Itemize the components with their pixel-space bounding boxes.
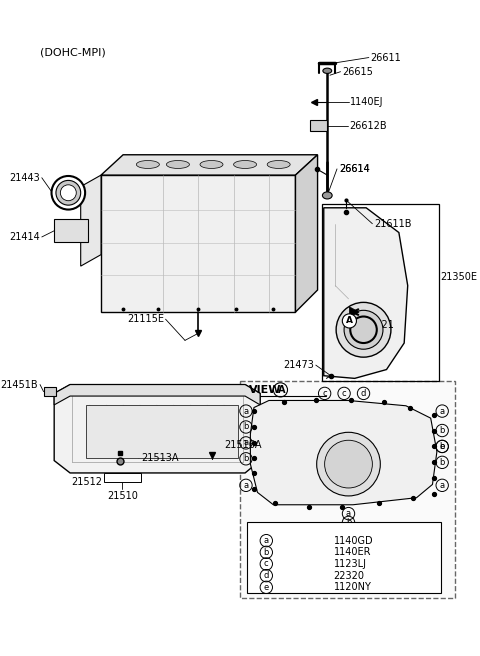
Ellipse shape [336, 302, 391, 357]
Text: b: b [440, 458, 445, 467]
Text: a: a [440, 481, 445, 490]
Text: c: c [264, 560, 269, 569]
Text: b: b [440, 426, 445, 435]
Text: (DOHC-MPI): (DOHC-MPI) [40, 47, 106, 57]
Text: 1120NY: 1120NY [334, 583, 372, 592]
Text: c: c [342, 389, 347, 398]
Bar [322, 204, 439, 381]
Ellipse shape [323, 68, 332, 73]
Ellipse shape [51, 176, 85, 209]
Bar [247, 522, 441, 593]
Text: c: c [323, 389, 327, 398]
Text: 21451B: 21451B [0, 380, 38, 390]
Polygon shape [101, 155, 318, 175]
Text: SYMBOL: SYMBOL [266, 523, 307, 533]
Ellipse shape [136, 161, 159, 169]
Text: a: a [243, 407, 249, 416]
Text: A: A [278, 385, 285, 395]
Text: a: a [264, 536, 269, 545]
Ellipse shape [267, 161, 290, 169]
Text: 26612B: 26612B [349, 121, 387, 131]
Ellipse shape [324, 440, 372, 488]
Polygon shape [324, 208, 408, 379]
Text: 21510: 21510 [107, 491, 138, 501]
Text: 21421: 21421 [363, 320, 395, 331]
Text: 21115E: 21115E [127, 314, 164, 324]
Polygon shape [349, 307, 359, 318]
Text: e: e [264, 583, 269, 592]
Text: 21443: 21443 [9, 173, 40, 183]
Polygon shape [296, 155, 318, 312]
Text: 22320: 22320 [334, 571, 364, 581]
Ellipse shape [60, 185, 76, 201]
Text: 1140ER: 1140ER [334, 547, 371, 558]
Text: a: a [346, 509, 351, 518]
Text: e: e [440, 442, 445, 451]
Text: b: b [264, 548, 269, 557]
Text: A: A [346, 316, 353, 325]
Ellipse shape [323, 192, 332, 199]
Bar [54, 219, 88, 242]
Ellipse shape [234, 161, 257, 169]
Text: 21414: 21414 [9, 232, 40, 242]
Text: a: a [440, 407, 445, 416]
Text: 21513A: 21513A [141, 453, 178, 463]
Ellipse shape [200, 161, 223, 169]
Polygon shape [86, 405, 238, 458]
Ellipse shape [56, 180, 81, 205]
Bar [311, 120, 327, 131]
Bar [104, 473, 141, 482]
Text: 1140GD: 1140GD [334, 536, 373, 546]
Text: a: a [243, 481, 249, 490]
Text: 1140EJ: 1140EJ [350, 96, 384, 107]
Text: 21350E: 21350E [441, 272, 478, 281]
Text: b: b [440, 442, 445, 451]
Text: d: d [264, 571, 269, 580]
Ellipse shape [344, 310, 383, 349]
Text: b: b [243, 455, 249, 463]
Text: 26611: 26611 [371, 52, 401, 62]
Text: b: b [346, 518, 351, 527]
Text: d: d [361, 389, 366, 398]
Text: a: a [243, 438, 249, 447]
Ellipse shape [317, 432, 380, 496]
Bar [240, 381, 456, 598]
Polygon shape [44, 387, 56, 396]
Polygon shape [54, 384, 260, 405]
Text: b: b [243, 422, 249, 432]
Text: 21512: 21512 [71, 477, 102, 487]
Ellipse shape [167, 161, 190, 169]
Text: 21473: 21473 [283, 360, 314, 370]
Polygon shape [81, 175, 101, 266]
Text: PNC: PNC [374, 523, 394, 533]
Text: 26615: 26615 [342, 67, 373, 77]
Text: 26614: 26614 [339, 164, 370, 174]
Text: VIEW: VIEW [249, 385, 281, 395]
Polygon shape [54, 384, 260, 473]
Text: 21516A: 21516A [224, 440, 262, 449]
Polygon shape [101, 175, 296, 312]
Text: 26614: 26614 [339, 164, 370, 174]
Text: 1123LJ: 1123LJ [334, 559, 366, 569]
Text: 21611B: 21611B [374, 218, 412, 229]
Polygon shape [251, 400, 437, 504]
Circle shape [342, 314, 357, 328]
